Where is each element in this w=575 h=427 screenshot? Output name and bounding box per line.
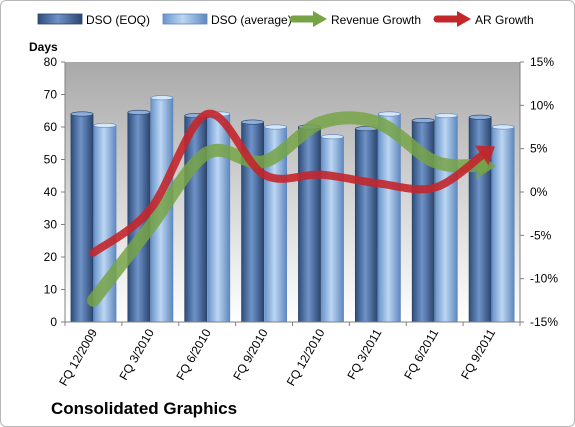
x-axis: FQ 12/2009 FQ 3/2010 FQ 6/2010 FQ 9/2010 FQ … (56, 322, 521, 388)
x-tick-label: FQ 3/2011 (344, 326, 384, 382)
bar-cap (321, 134, 344, 140)
legend-label-dso-eoq-: DSO (EOQ) (86, 13, 150, 27)
bar-dso-average- (377, 113, 401, 323)
bar-cap (150, 95, 174, 101)
legend: DSO (EOQ) DSO (average) Revenue Growth AR G… (37, 11, 534, 27)
bar-cap (468, 114, 492, 120)
y-tick-label-right: 0% (530, 185, 548, 199)
y-tick-label-left: 40 (44, 185, 58, 199)
bar-cap (241, 119, 264, 125)
y-tick-label-right: 5% (530, 142, 548, 156)
y-axis-right: -15% -10% -5% 0% 5% 10% 15% (519, 55, 558, 329)
y-tick-label-right: 15% (530, 55, 554, 69)
y-tick-label-right: 10% (530, 98, 554, 112)
y-tick-label-right: -15% (530, 315, 558, 329)
bar-cap (264, 124, 287, 130)
legend-swatch-dso-eoq- (37, 13, 83, 25)
legend-swatch-dso-average- (162, 13, 208, 25)
y-tick-label-left: 80 (44, 55, 58, 69)
y-tick-label-left: 50 (44, 153, 58, 167)
bar-dso-eoq- (298, 126, 321, 323)
y-tick-label-left: 10 (44, 283, 58, 297)
bar-cap (378, 111, 401, 117)
bar-dso-average- (491, 126, 515, 323)
x-tick-label: FQ 6/2010 (173, 326, 214, 382)
y-tick-label-left: 20 (44, 250, 58, 264)
legend-arrowhead-ar-growth (457, 11, 471, 27)
x-tick-label: FQ 12/2009 (56, 326, 100, 388)
y-tick-label-left: 60 (44, 120, 58, 134)
legend-arrowhead-revenue-growth (313, 11, 327, 27)
bar-cap (491, 124, 515, 130)
bar-dso-eoq- (184, 115, 208, 323)
x-tick-label: FQ 9/2010 (230, 326, 271, 382)
y-tick-label-left: 70 (44, 88, 58, 102)
x-tick-label: FQ 6/2011 (401, 326, 441, 382)
x-tick-label: FQ 9/2011 (458, 326, 498, 382)
y-tick-label-left: 30 (44, 218, 58, 232)
bar-cap (434, 113, 458, 119)
y-axis-left: 0 10 20 30 40 50 60 70 80 (44, 55, 66, 329)
bar-cap (127, 109, 151, 115)
ar-growth-line (89, 109, 488, 257)
y-tick-label-left: 0 (50, 315, 57, 329)
bar-cap (70, 111, 94, 117)
y-tick-label-right: -10% (530, 272, 558, 286)
revenue-growth-line (86, 111, 489, 307)
bar-dso-eoq- (354, 128, 378, 323)
x-tick-label: FQ 12/2010 (284, 326, 328, 388)
bar-dso-average- (321, 136, 344, 323)
y-axis-left-label: Days (29, 40, 58, 54)
legend-label-dso-average-: DSO (average) (211, 13, 292, 27)
company-name: Consolidated Graphics (51, 399, 238, 418)
x-tick-label: FQ 3/2010 (116, 326, 157, 382)
bar-cap (93, 122, 117, 128)
bar-dso-eoq- (70, 113, 94, 323)
line-series (86, 109, 496, 307)
bar-cap (411, 118, 435, 124)
y-tick-label-right: -5% (530, 228, 552, 242)
legend-label-revenue-growth: Revenue Growth (331, 13, 421, 27)
ar-growth-arrowhead (474, 145, 495, 166)
legend-label-ar-growth: AR Growth (475, 13, 534, 27)
bar-dso-average- (434, 115, 458, 323)
